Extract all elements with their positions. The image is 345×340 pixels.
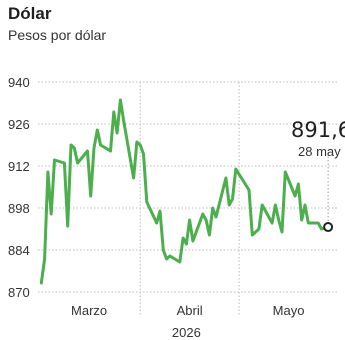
y-tick-label: 912 xyxy=(8,159,30,174)
chart-title: Dólar xyxy=(8,4,52,23)
x-month-label: Abril xyxy=(177,303,203,318)
y-tick-label: 870 xyxy=(8,285,30,300)
series-line xyxy=(39,98,330,285)
x-year-label: 2026 xyxy=(172,325,201,340)
last-point-marker xyxy=(323,222,334,233)
x-month-label: Marzo xyxy=(71,303,107,318)
y-tick-label: 884 xyxy=(8,243,30,258)
chart-subtitle: Pesos por dólar xyxy=(8,27,107,43)
y-tick-label: 940 xyxy=(8,75,30,90)
last-value-label: 891,65 xyxy=(291,118,345,142)
x-month-label: Mayo xyxy=(273,303,305,318)
last-date-label: 28 may xyxy=(298,144,341,159)
y-tick-label: 898 xyxy=(8,201,30,216)
y-tick-label: 926 xyxy=(8,117,30,132)
